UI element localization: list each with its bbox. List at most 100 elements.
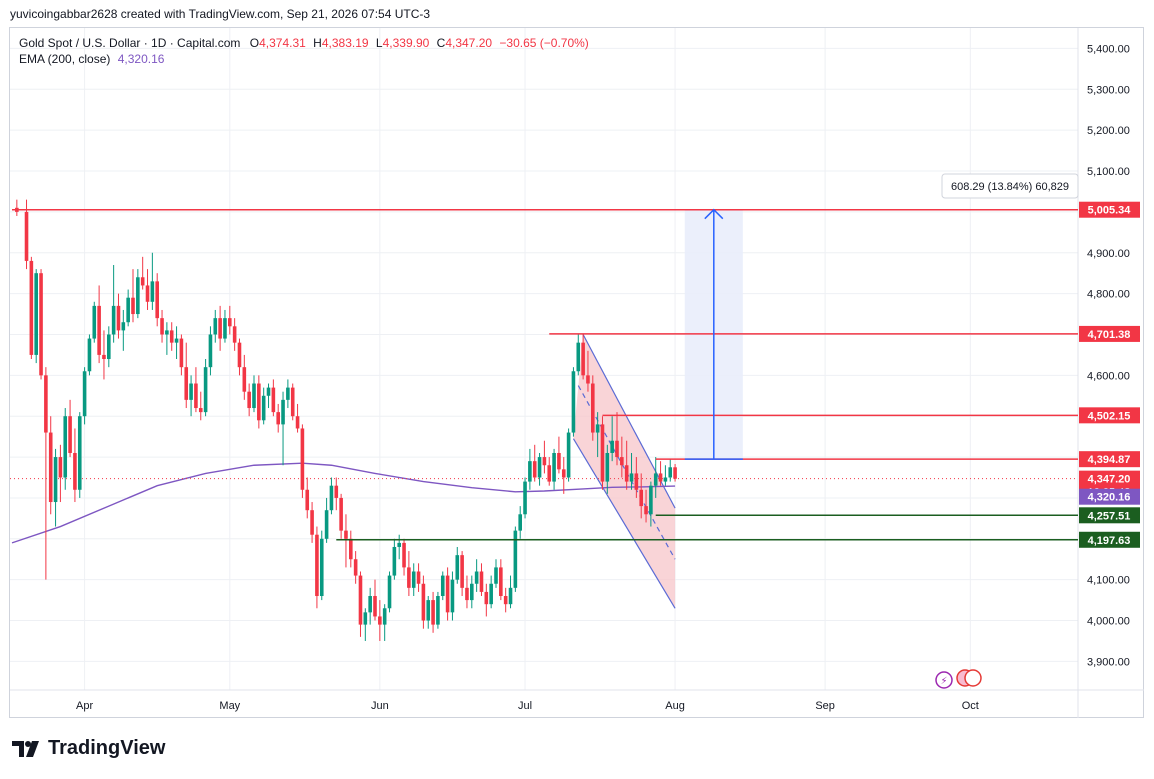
candle-down: [116, 305, 121, 331]
candle-down: [344, 530, 348, 539]
chart-legend[interactable]: Gold Spot / U.S. Dollar · 1D · Capital.c…: [19, 35, 589, 67]
candle-up: [566, 432, 571, 478]
resistance-level-label: 4,394.87: [1088, 454, 1131, 466]
candle-down: [228, 318, 232, 327]
candle-up: [382, 608, 387, 625]
candle-up: [397, 542, 401, 547]
candle-down: [624, 465, 629, 482]
ema-value: 4,320.16: [117, 52, 165, 66]
candle-up: [82, 371, 87, 417]
measure-label-box: [941, 173, 1079, 199]
candle-down: [378, 616, 382, 625]
x-tick-label: Jun: [371, 700, 389, 712]
resistance-level-tag: [1079, 407, 1140, 424]
x-tick-label: Oct: [962, 700, 979, 712]
candle-up: [34, 273, 38, 355]
candle-up: [121, 322, 126, 331]
candle-up: [324, 510, 329, 539]
close-label: C: [436, 36, 446, 50]
symbol-row: Gold Spot / U.S. Dollar · 1D · Capital.c…: [19, 35, 589, 51]
candle-down: [358, 575, 363, 625]
candle-up: [455, 555, 460, 580]
candle-up: [629, 473, 634, 482]
candle-down: [581, 342, 585, 376]
resistance-level-label: 4,701.38: [1088, 329, 1131, 341]
candle-down: [140, 277, 145, 286]
candle-down: [639, 489, 643, 507]
candle-up: [208, 334, 213, 368]
last-price-label: 4,347.20: [1088, 474, 1131, 486]
candle-up: [668, 467, 673, 478]
x-tick-label: Aug: [665, 700, 685, 712]
y-tick-label: 5,400.00: [1087, 43, 1130, 55]
candle-down: [532, 461, 537, 478]
candle-down: [499, 567, 503, 597]
y-tick-label: 5,200.00: [1087, 125, 1130, 137]
candle-down: [542, 457, 547, 466]
candle-down: [644, 506, 648, 515]
x-tick-label: May: [219, 700, 240, 712]
candle-up: [223, 318, 227, 339]
candle-down: [257, 383, 261, 421]
y-tick-label: 4,000.00: [1087, 616, 1130, 628]
brand-name: TradingView: [48, 737, 166, 759]
candle-up: [663, 477, 668, 482]
candle-down: [160, 318, 164, 335]
ema-row[interactable]: EMA (200, close) 4,320.16: [19, 51, 589, 67]
open-value: 4,374.31: [259, 36, 306, 50]
candle-up: [136, 277, 140, 315]
support-level-label: 4,257.51: [1088, 510, 1131, 522]
candle-up: [87, 338, 92, 372]
candle-up: [319, 538, 324, 597]
support-level-tag: [1079, 531, 1140, 548]
candle-down: [242, 367, 247, 392]
candle-down: [460, 555, 464, 588]
candle-up: [436, 596, 440, 625]
chart-frame[interactable]: [9, 27, 1144, 718]
resistance-level-label: 4,502.15: [1088, 410, 1131, 422]
candle-down: [586, 375, 590, 384]
candle-down: [484, 591, 489, 605]
candle-up: [474, 571, 479, 584]
candle-down: [247, 391, 251, 409]
candle-up: [513, 530, 518, 588]
candle-down: [68, 416, 72, 453]
candle-down: [48, 432, 53, 503]
lightning-event-icon: [935, 671, 953, 689]
x-tick-label: Sep: [815, 700, 835, 712]
candle-down: [620, 457, 624, 466]
candle-up: [252, 383, 256, 409]
candle-up: [576, 342, 581, 372]
candle-up: [470, 583, 474, 601]
candle-up: [286, 387, 290, 400]
resistance-level-label: 5,005.34: [1088, 205, 1132, 217]
resistance-level-tag: [1079, 201, 1140, 218]
candle-up: [595, 424, 600, 433]
y-tick-label: 5,100.00: [1087, 166, 1130, 178]
candle-up: [281, 399, 285, 425]
candle-down: [179, 338, 184, 368]
candle-down: [373, 596, 377, 617]
candle-down: [600, 424, 605, 482]
candle-down: [658, 473, 663, 482]
candle-up: [368, 596, 372, 613]
candle-down: [479, 571, 484, 592]
candle-down: [198, 408, 203, 413]
candle-down: [416, 571, 421, 584]
change-value: −30.65 (−0.70%): [499, 36, 589, 50]
tradingview-brand[interactable]: TradingView: [12, 737, 165, 760]
ema-line: [11, 462, 676, 544]
x-tick-label: Apr: [76, 700, 93, 712]
ema-label: EMA (200, close): [19, 52, 111, 66]
candle-down: [402, 542, 406, 568]
candle-down: [145, 285, 150, 302]
tradingview-logo-icon: [12, 740, 39, 757]
y-tick-label: 3,900.00: [1087, 656, 1130, 668]
candle-up: [610, 440, 614, 453]
high-label: H: [313, 36, 322, 50]
candle-down: [24, 211, 29, 261]
candle-up: [261, 395, 266, 421]
candle-down: [276, 412, 280, 425]
resistance-level-tag: [1079, 325, 1140, 342]
